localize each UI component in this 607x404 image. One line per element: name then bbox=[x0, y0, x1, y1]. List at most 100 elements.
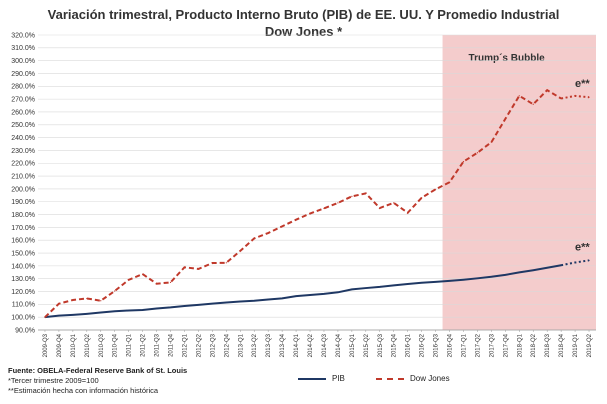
data-point-dow-jones bbox=[197, 268, 200, 270]
data-point-dow-jones bbox=[504, 118, 506, 120]
y-tick-label: 140.0% bbox=[11, 263, 35, 270]
data-point-pib bbox=[253, 300, 255, 302]
x-tick-label: 2009-Q3 bbox=[43, 333, 49, 357]
data-point-dow-jones bbox=[253, 237, 255, 240]
data-point-pib bbox=[211, 302, 213, 305]
data-point-dow-jones bbox=[518, 95, 520, 97]
x-tick-label: 2016-Q4 bbox=[448, 333, 454, 357]
legend-label-dow-jones: Dow Jones bbox=[410, 374, 450, 383]
data-point-pib bbox=[128, 309, 130, 312]
x-tick-label: 2014-Q2 bbox=[308, 333, 314, 357]
data-point-dow-jones bbox=[434, 188, 437, 190]
data-point-dow-jones bbox=[211, 262, 213, 264]
y-tick-label: 320.0% bbox=[11, 32, 35, 39]
data-point-dow-jones bbox=[72, 299, 74, 301]
data-point-dow-jones bbox=[114, 290, 116, 292]
data-point-dow-jones bbox=[407, 212, 409, 214]
data-point-pib bbox=[532, 269, 534, 271]
data-point-pib bbox=[504, 274, 506, 276]
data-point-pib bbox=[546, 267, 548, 269]
x-tick-label: 2018-Q2 bbox=[531, 333, 537, 357]
y-tick-label: 290.0% bbox=[11, 71, 35, 78]
data-point-dow-jones bbox=[155, 283, 158, 285]
x-tick-label: 2016-Q2 bbox=[420, 333, 426, 357]
data-point-dow-jones bbox=[169, 281, 172, 284]
x-axis-ticks: 2009-Q3 2009-Q4 2010-Q1 2010-Q2 2010-Q3 2010-… bbox=[43, 330, 593, 357]
x-tick-label: 2017-Q4 bbox=[503, 333, 509, 357]
data-point-pib bbox=[58, 315, 60, 317]
y-tick-label: 150.0% bbox=[11, 250, 35, 257]
legend-swatch-dow-jones bbox=[376, 377, 404, 380]
data-point-pib bbox=[100, 311, 102, 314]
x-tick-label: 2018-Q3 bbox=[545, 333, 551, 357]
data-point-pib bbox=[476, 277, 479, 279]
data-point-dow-jones bbox=[295, 219, 297, 221]
y-tick-label: 180.0% bbox=[11, 212, 35, 219]
data-point-dow-jones bbox=[337, 202, 339, 204]
data-point-dow-jones bbox=[128, 279, 130, 281]
x-tick-label: 2013-Q2 bbox=[252, 333, 258, 357]
x-tick-label: 2013-Q1 bbox=[238, 333, 244, 357]
x-tick-label: 2014-Q3 bbox=[322, 333, 328, 357]
data-point-pib bbox=[142, 309, 144, 311]
data-point-dow-jones bbox=[448, 181, 451, 183]
y-tick-label: 220.0% bbox=[11, 161, 35, 168]
x-tick-label: 2013-Q3 bbox=[266, 333, 272, 357]
data-point-dow-jones bbox=[365, 192, 367, 195]
data-point-dow-jones bbox=[183, 266, 186, 268]
y-tick-label: 210.0% bbox=[11, 173, 35, 180]
x-tick-label: 2011-Q3 bbox=[155, 333, 161, 357]
data-point-dow-jones bbox=[476, 152, 479, 154]
data-point-pib bbox=[295, 295, 297, 297]
x-tick-label: 2010-Q2 bbox=[85, 333, 91, 357]
data-point-pib bbox=[239, 300, 241, 303]
trump-bubble-label: Trump´s Bubble bbox=[469, 53, 546, 64]
data-point-pib bbox=[267, 298, 269, 301]
data-point-dow-jones bbox=[323, 207, 325, 210]
estimate-label-pib: e** bbox=[575, 241, 590, 253]
legend-label-pib: PIB bbox=[332, 374, 345, 383]
y-tick-label: 100.0% bbox=[11, 315, 35, 322]
x-tick-label: 2017-Q3 bbox=[489, 333, 495, 357]
x-tick-label: 2011-Q1 bbox=[127, 333, 133, 357]
x-tick-label: 2011-Q4 bbox=[169, 333, 175, 357]
x-tick-label: 2017-Q2 bbox=[475, 333, 481, 357]
data-point-pib bbox=[560, 264, 562, 266]
data-point-dow-jones bbox=[560, 97, 562, 100]
data-point-dow-jones bbox=[351, 195, 353, 197]
data-point-pib bbox=[309, 294, 311, 296]
x-tick-label: 2018-Q1 bbox=[517, 333, 523, 357]
data-point-pib bbox=[169, 306, 172, 309]
x-tick-label: 2016-Q3 bbox=[434, 333, 440, 357]
trump-bubble-band-layer: Trump´s Bubble bbox=[442, 35, 596, 330]
data-point-pib bbox=[155, 307, 158, 310]
y-tick-label: 310.0% bbox=[11, 45, 35, 52]
y-tick-label: 230.0% bbox=[11, 148, 35, 155]
data-point-dow-jones bbox=[588, 96, 590, 98]
data-point-pib bbox=[421, 282, 423, 284]
data-point-dow-jones bbox=[393, 202, 395, 204]
data-point-pib bbox=[448, 280, 451, 282]
data-point-dow-jones bbox=[462, 160, 465, 163]
data-point-dow-jones bbox=[239, 250, 241, 252]
x-tick-label: 2015-Q3 bbox=[378, 333, 384, 357]
footer-note-estimate: **Estimación hecha con información histó… bbox=[8, 386, 159, 395]
x-tick-label: 2009-Q4 bbox=[57, 333, 63, 357]
x-tick-label: 2018-Q4 bbox=[559, 333, 565, 357]
x-tick-label: 2015-Q2 bbox=[364, 333, 370, 357]
y-tick-label: 120.0% bbox=[11, 289, 35, 296]
x-tick-label: 2015-Q1 bbox=[350, 333, 356, 357]
data-point-dow-jones bbox=[100, 300, 102, 302]
series-line-pib bbox=[44, 264, 562, 319]
trump-bubble-band bbox=[442, 35, 596, 330]
footer-note-base: *Tercer trimestre 2009=100 bbox=[8, 376, 99, 385]
data-point-pib bbox=[365, 287, 367, 289]
x-tick-label: 2017-Q1 bbox=[461, 333, 467, 357]
data-point-dow-jones bbox=[225, 262, 227, 264]
y-tick-label: 280.0% bbox=[11, 84, 35, 91]
data-point-pib bbox=[197, 304, 200, 306]
x-tick-label: 2010-Q3 bbox=[99, 333, 105, 357]
x-tick-label: 2010-Q1 bbox=[71, 333, 77, 357]
x-tick-label: 2014-Q4 bbox=[336, 333, 342, 357]
